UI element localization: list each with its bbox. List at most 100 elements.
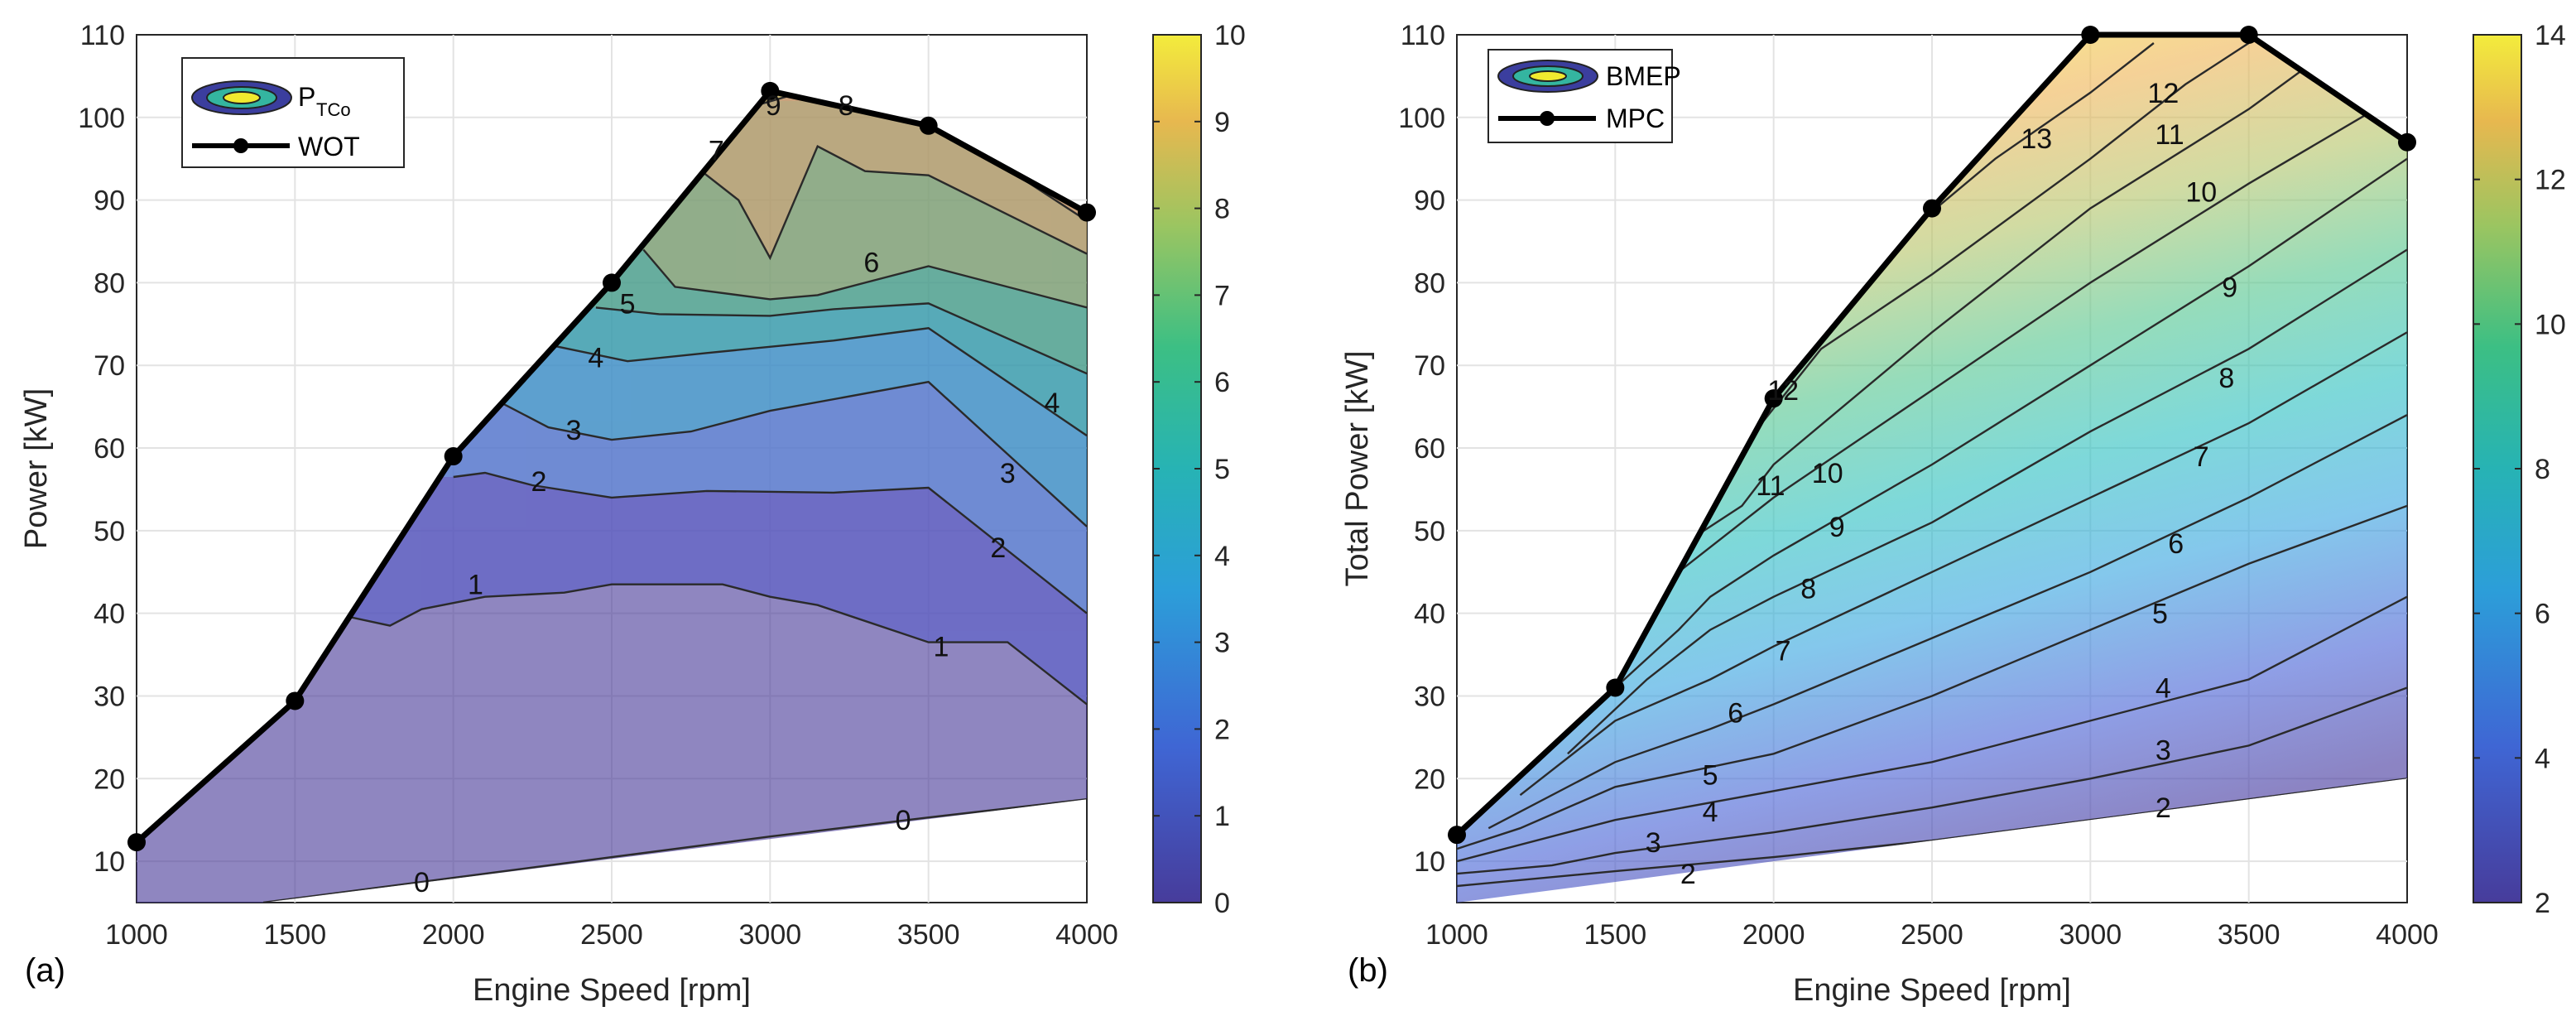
wot-marker bbox=[444, 447, 463, 466]
colorbar-tick-label: 9 bbox=[1214, 107, 1230, 138]
wot-markers bbox=[127, 81, 1096, 852]
contour-label-12: 12 bbox=[1767, 375, 1799, 407]
mpc-marker bbox=[2398, 132, 2416, 152]
wot-marker bbox=[761, 81, 780, 100]
mpc-marker bbox=[2081, 26, 2100, 44]
panel-b-y-tick: 80 bbox=[1414, 267, 1445, 299]
contour-label-6: 6 bbox=[1728, 697, 1743, 729]
colorbar-tick-label: 10 bbox=[1214, 20, 1246, 51]
panel-b-x-tick-labels: 1000 1500 2000 2500 3000 3500 4000 bbox=[1425, 919, 2439, 951]
panel-a-colorbar bbox=[1152, 34, 1202, 903]
panel-a-x-tick: 4000 bbox=[1055, 919, 1118, 951]
panel-a-y-tick: 20 bbox=[94, 763, 125, 795]
panel-a-y-tick: 60 bbox=[94, 433, 125, 465]
panel-b-y-tick: 110 bbox=[1401, 20, 1445, 51]
panel-a-y-tick: 40 bbox=[94, 599, 125, 630]
panel-a-x-tick: 3500 bbox=[897, 919, 960, 951]
contour-label-1: 1 bbox=[934, 632, 949, 663]
colorbar-tick-label: 1 bbox=[1214, 801, 1230, 832]
wot-marker bbox=[919, 116, 938, 135]
contour-line-6 bbox=[1487, 414, 2407, 830]
colorbar-tick-label: 3 bbox=[1214, 628, 1230, 659]
contour-line-4 bbox=[548, 327, 1087, 437]
contour-label-8: 8 bbox=[2218, 363, 2234, 394]
colorbar-tick-label: 6 bbox=[2535, 599, 2550, 630]
contour-line-8 bbox=[1567, 248, 2407, 755]
contour-label-0: 0 bbox=[896, 805, 911, 836]
panel-b-y-tick: 30 bbox=[1414, 681, 1445, 712]
panel-a-x-tick: 3000 bbox=[739, 919, 802, 951]
contour-label-4: 4 bbox=[588, 342, 603, 373]
contour-line-0 bbox=[262, 798, 1087, 903]
contour-label-0: 0 bbox=[414, 867, 430, 898]
panel-a-x-tick: 2500 bbox=[580, 919, 643, 951]
contour-label-5: 5 bbox=[1703, 759, 1718, 791]
contour-line-13 bbox=[1915, 42, 2155, 226]
wot-marker bbox=[1078, 203, 1096, 222]
ptco-legend-icon bbox=[191, 80, 292, 115]
contour-label-5: 5 bbox=[620, 288, 636, 320]
panel-a-x-tick: 1500 bbox=[264, 919, 327, 951]
panel-a-y-tick: 80 bbox=[94, 267, 125, 299]
contour-label-13: 13 bbox=[2021, 123, 2052, 155]
panel-b-x-tick: 3000 bbox=[2059, 919, 2122, 951]
colorbar-tick-label: 8 bbox=[2535, 454, 2550, 485]
contour-line-2 bbox=[453, 471, 1087, 614]
contour-label-2: 2 bbox=[990, 532, 1006, 564]
contour-line-7 bbox=[690, 145, 1087, 261]
panel-b-x-tick: 3500 bbox=[2218, 919, 2280, 951]
panel-b-label: (b) bbox=[1348, 952, 1388, 989]
panel-b-y-axis-label: Total Power [kW] bbox=[1340, 350, 1375, 586]
mpc-marker bbox=[1923, 199, 1941, 218]
contour-label-6: 6 bbox=[2168, 528, 2184, 560]
panel-a-colorbar-ticks: 0 1 2 3 4 5 6 7 8 9 10 bbox=[1153, 20, 1246, 919]
contour-line-9 bbox=[1614, 157, 2407, 689]
panel-a-x-tick-labels: 1000 1500 2000 2500 3000 3500 4000 bbox=[105, 919, 1118, 951]
panel-b-x-tick: 2500 bbox=[1901, 919, 1963, 951]
wot-legend-label: WOT bbox=[298, 132, 360, 161]
contour-label-7: 7 bbox=[2194, 441, 2209, 473]
contour-label-10: 10 bbox=[2185, 177, 2217, 209]
contour-line-11 bbox=[1678, 51, 2329, 548]
panel-b-legend: BMEP MPC bbox=[1487, 49, 1681, 143]
panel-b-y-tick: 90 bbox=[1414, 185, 1445, 217]
colorbar-tick-label: 2 bbox=[2535, 888, 2550, 919]
panel-b-y-tick: 100 bbox=[1398, 103, 1445, 134]
contour-line-7 bbox=[1519, 331, 2407, 797]
contour-label-9: 9 bbox=[1829, 512, 1845, 543]
panel-b-x-tick: 2000 bbox=[1742, 919, 1805, 951]
colorbar-tick-label: 6 bbox=[1214, 367, 1230, 398]
wot-marker bbox=[286, 691, 305, 710]
contour-line-4 bbox=[1457, 595, 2407, 863]
bmep-legend-icon bbox=[1497, 60, 1598, 93]
contour-label-8: 8 bbox=[839, 90, 854, 122]
panel-a-y-tick: 70 bbox=[94, 350, 125, 382]
panel-a-x-tick: 1000 bbox=[105, 919, 168, 951]
contour-label-3: 3 bbox=[566, 415, 582, 446]
mpc-legend-marker bbox=[1540, 111, 1555, 126]
colorbar-tick-label: 7 bbox=[1214, 280, 1230, 311]
mpc-marker bbox=[2239, 26, 2258, 44]
wot-marker bbox=[603, 273, 621, 292]
contour-label-11: 11 bbox=[2155, 119, 2184, 151]
panel-b-x-tick: 1000 bbox=[1425, 919, 1488, 951]
contour-line-5 bbox=[1457, 504, 2407, 850]
colorbar-tick-label: 4 bbox=[1214, 541, 1230, 572]
panel-b-y-tick: 70 bbox=[1414, 350, 1445, 382]
panel-b-x-tick: 4000 bbox=[2376, 919, 2439, 951]
contour-label-8: 8 bbox=[1800, 574, 1816, 605]
contour-line-10 bbox=[1646, 108, 2377, 598]
wot-marker bbox=[127, 833, 146, 852]
wot-legend-marker bbox=[233, 138, 248, 153]
colorbar-tick-label: 12 bbox=[2535, 165, 2566, 196]
panel-a-y-tick: 100 bbox=[78, 103, 125, 134]
contour-label-7: 7 bbox=[709, 136, 724, 167]
ptco-legend-subscript: TCo bbox=[316, 99, 351, 120]
contour-label-4: 4 bbox=[1703, 797, 1718, 828]
contour-label-4: 4 bbox=[2155, 672, 2171, 704]
panel-b-contour-lines bbox=[1457, 41, 2407, 888]
panel-b-colorbar bbox=[2473, 34, 2522, 903]
